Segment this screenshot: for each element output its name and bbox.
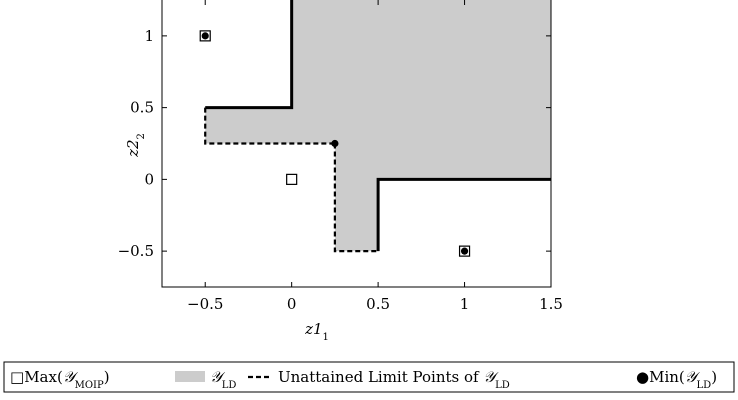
legend-sub-region: LD: [222, 380, 237, 391]
tick-labels: −0.5 0 0.5 1 1.5 −0.5 0 0.5 1: [118, 27, 563, 313]
legend-symbol-max: □: [10, 368, 24, 386]
legend-box: [3, 361, 735, 393]
x-axis-label-subscript: 1: [323, 332, 329, 343]
max-point-0: [199, 30, 211, 42]
y-tick-label: 0: [144, 170, 154, 188]
legend-label-dashed: Unattained Limit Points of 𝒴LD: [278, 368, 510, 391]
plot-area: [161, 0, 552, 288]
x-tick-label: 1.5: [539, 295, 563, 313]
legend-close-max: ): [104, 368, 110, 386]
legend-label-min: ●Min(𝒴LD): [636, 368, 717, 391]
x-tick-label: 0.5: [366, 295, 390, 313]
legend-sub-max: MOIP: [75, 380, 104, 391]
boundary-solid-0: [205, 0, 294, 110]
max-point-2: [458, 245, 471, 257]
x-tick-label: 1: [460, 295, 470, 313]
legend-symbol-min: ●: [636, 368, 649, 386]
boundary-dashed-1: [333, 143, 379, 253]
min-point-1: [331, 139, 339, 148]
boundary-solid-1: [376, 177, 551, 252]
y-axis-label: z22: [124, 133, 147, 158]
legend-text-min: Min(: [649, 368, 685, 386]
y-tick-label: −0.5: [118, 242, 154, 260]
y-tick-label: 1: [144, 27, 154, 45]
legend: □Max(𝒴MOIP) 𝒴LD Unattained Limit Points of…: [3, 361, 735, 393]
legend-close-min: ): [711, 368, 717, 386]
x-tick-label: −0.5: [187, 295, 223, 313]
y-tick-label: 0.5: [130, 99, 154, 117]
legend-sub-min: LD: [697, 380, 712, 391]
boundary-dashed-0: [204, 107, 335, 145]
max-point-1: [286, 173, 298, 185]
legend-swatch-region: [175, 371, 205, 382]
axis-frame: [161, 0, 552, 288]
x-axis-label: z11: [304, 320, 329, 343]
legend-text-dashed: Unattained Limit Points of: [278, 368, 483, 386]
x-tick-label: 0: [287, 295, 297, 313]
min-point-2: [460, 247, 469, 255]
legend-text-max: Max(: [24, 368, 63, 386]
y-axis-label-subscript: 2: [136, 133, 147, 139]
min-point-0: [201, 32, 209, 40]
legend-sub-dashed: LD: [495, 380, 510, 391]
